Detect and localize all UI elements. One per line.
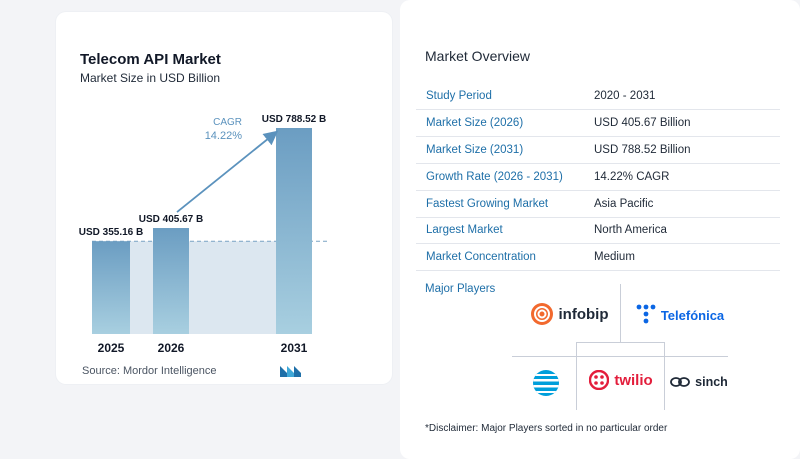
overview-row: Largest Market North America — [416, 218, 780, 244]
att-globe-icon — [533, 370, 559, 396]
overview-row: Market Size (2026) USD 405.67 Billion — [416, 111, 780, 137]
players-divider-top-bar — [576, 342, 665, 343]
bar-chart: USD 355.16 B 2025 USD 405.67 B 2026 USD 788.… — [79, 114, 330, 355]
overview-row-key: Market Size (2031) — [426, 144, 524, 156]
sinch-logo: sinch — [668, 370, 730, 394]
overview-row-key: Market Size (2026) — [426, 117, 524, 129]
att-logo — [528, 366, 564, 400]
bar-2025 — [92, 241, 130, 334]
x-tick-label: 2025 — [98, 341, 125, 355]
players-divider-vertical-top — [620, 284, 621, 342]
bar-2031 — [276, 128, 312, 334]
chart-subtitle: Market Size in USD Billion — [80, 71, 221, 85]
players-divider-horizontal — [512, 356, 728, 357]
overview-title: Market Overview — [425, 48, 531, 64]
overview-row: Market Concentration Medium — [416, 245, 780, 271]
overview-row: Growth Rate (2026 - 2031) 14.22% CAGR — [416, 165, 780, 191]
infobip-logo-text: infobip — [558, 305, 609, 323]
x-tick-label: 2026 — [158, 341, 185, 355]
overview-row-value: USD 405.67 Billion — [594, 117, 691, 129]
bar-value-label: USD 405.67 B — [139, 214, 203, 225]
telefonica-logo: Telefónica — [632, 302, 728, 328]
bar-2026 — [153, 228, 189, 334]
cagr-arrow — [176, 130, 279, 213]
mordor-intelligence-logo-icon — [280, 366, 301, 377]
cagr-value: 14.22% — [205, 130, 243, 142]
players-divider-vertical-left — [576, 342, 577, 410]
overview-row-key: Largest Market — [426, 224, 503, 236]
sinch-icon — [670, 377, 691, 387]
overview-card — [400, 0, 800, 459]
overview-row-value: 2020 - 2031 — [594, 90, 656, 102]
telefonica-logo-text: Telefónica — [660, 307, 725, 323]
disclaimer-text: *Disclaimer: Major Players sorted in no … — [425, 423, 668, 434]
overview-row-key: Market Concentration — [426, 251, 536, 263]
infobip-icon — [530, 303, 553, 325]
major-players-title: Major Players — [425, 283, 496, 295]
overview-row-key: Study Period — [426, 90, 492, 102]
telefonica-icon — [636, 304, 656, 324]
sinch-logo-text: sinch — [695, 375, 728, 389]
overview-row-value: USD 788.52 Billion — [594, 144, 691, 156]
twilio-icon — [589, 370, 610, 390]
twilio-logo-text: twilio — [614, 371, 653, 389]
overview-row: Study Period 2020 - 2031 — [416, 84, 780, 110]
overview-row: Fastest Growing Market Asia Pacific — [416, 192, 780, 218]
players-divider-vertical-right — [664, 342, 665, 410]
infobip-logo: infobip — [524, 300, 614, 328]
overview-row-key: Fastest Growing Market — [426, 198, 549, 210]
overview-row-value: North America — [594, 224, 667, 236]
overview-row-value: Medium — [594, 251, 635, 263]
overview-row-value: 14.22% CAGR — [594, 171, 670, 183]
bar-value-label: USD 355.16 B — [79, 227, 143, 238]
chart-title: Telecom API Market — [80, 51, 221, 68]
twilio-logo: twilio — [582, 366, 660, 394]
chart-source: Source: Mordor Intelligence — [82, 365, 217, 377]
overview-row-key: Growth Rate (2026 - 2031) — [426, 171, 563, 183]
x-tick-label: 2031 — [281, 341, 308, 355]
bar-value-label: USD 788.52 B — [262, 114, 326, 125]
overview-row: Market Size (2031) USD 788.52 Billion — [416, 138, 780, 164]
overview-row-value: Asia Pacific — [594, 198, 654, 210]
cagr-label: CAGR — [213, 117, 242, 128]
